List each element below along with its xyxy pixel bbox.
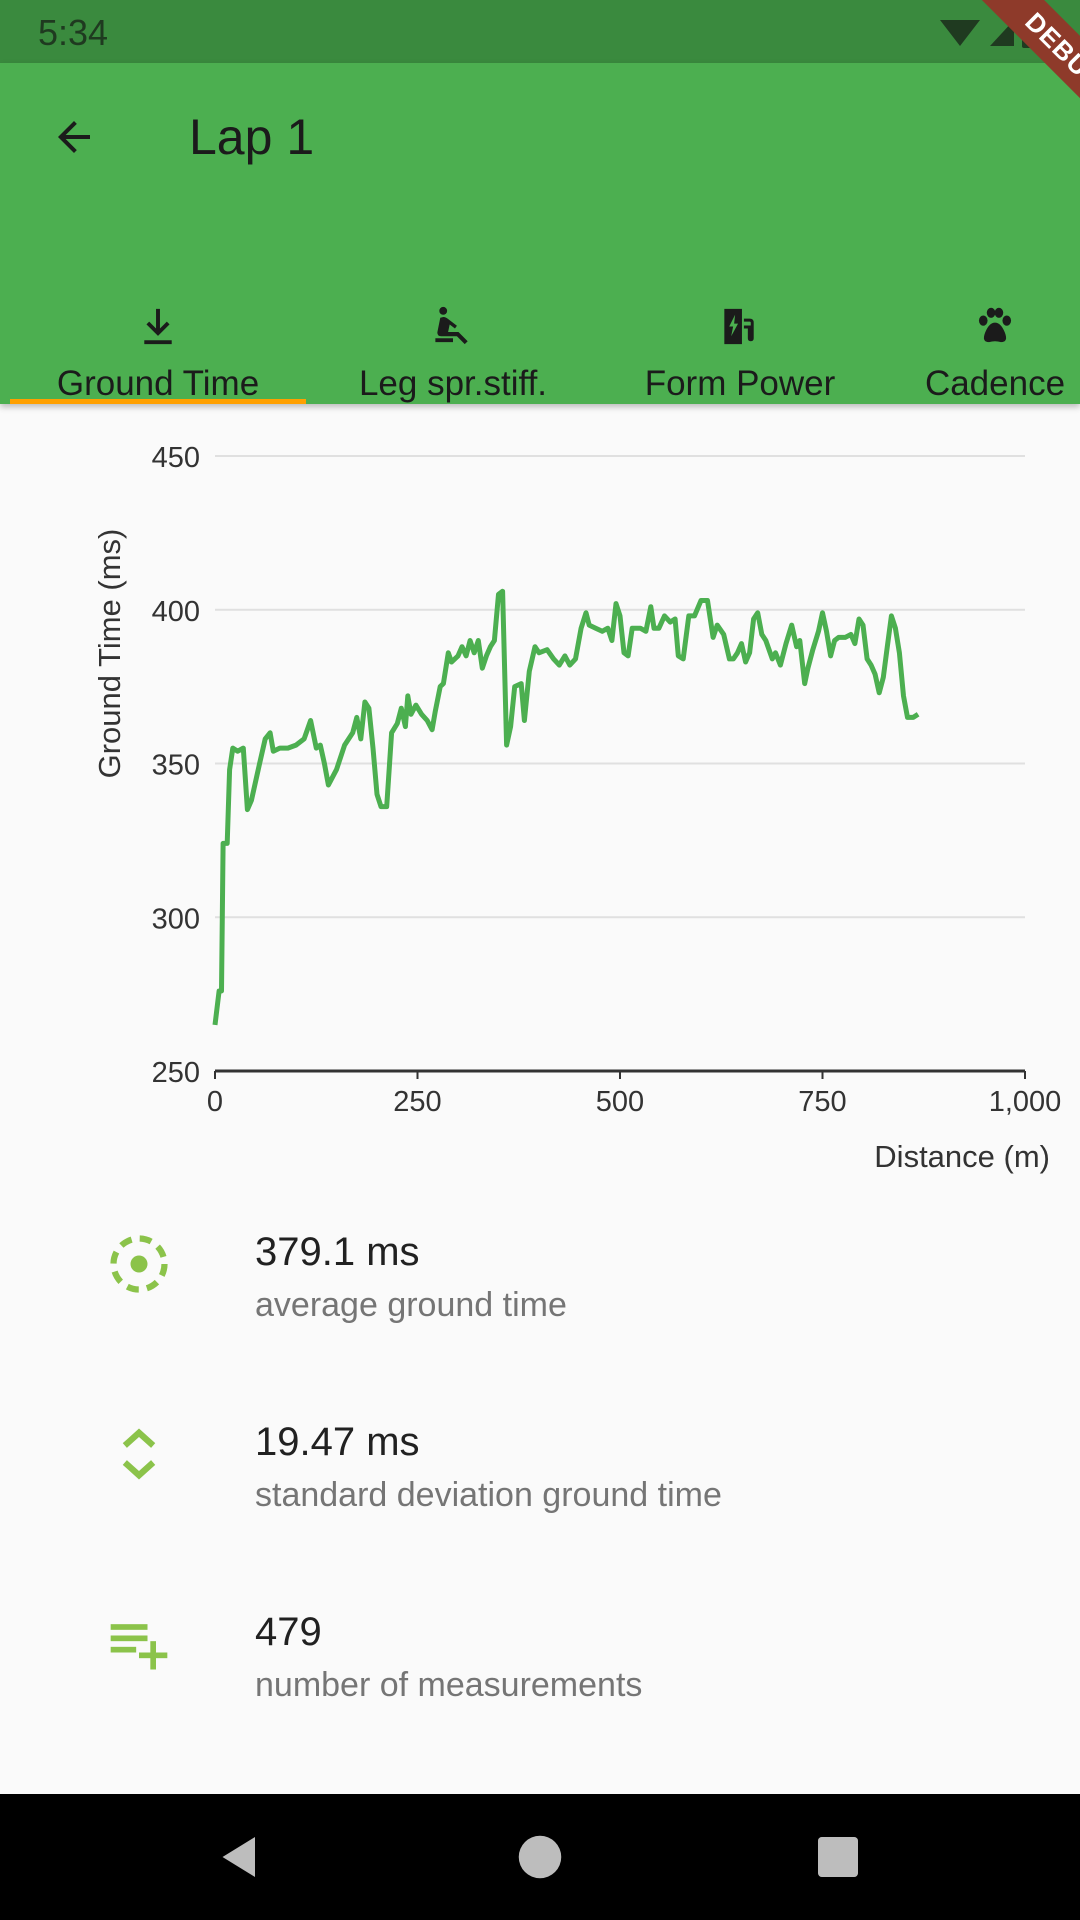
tab-leg-spring-stiffness[interactable]: Leg spr.stiff. — [318, 233, 588, 404]
target-dashed-icon — [110, 1235, 168, 1293]
status-time: 5:34 — [38, 12, 109, 53]
stat-label: average ground time — [255, 1286, 567, 1324]
nav-recents-icon[interactable] — [808, 1827, 868, 1887]
y-tick-label: 400 — [152, 596, 200, 628]
stat-value: 19.47 ms — [255, 1420, 420, 1464]
nav-home-icon[interactable] — [510, 1827, 570, 1887]
x-axis-label: Distance (m) — [874, 1139, 1050, 1174]
download-icon — [144, 308, 172, 345]
stat-value: 479 — [255, 1610, 322, 1654]
page-title: Lap 1 — [189, 109, 315, 165]
tab-label: Form Power — [644, 364, 836, 403]
debug-banner: DEBUG — [930, 0, 1080, 150]
wifi-icon — [940, 20, 980, 46]
stat-value: 379.1 ms — [255, 1230, 420, 1274]
tab-cadence[interactable]: Cadence — [890, 233, 1080, 404]
tab-bar: Ground Time Leg spr.stiff. Form Power — [0, 233, 1080, 404]
navigation-bar — [0, 1794, 1080, 1920]
y-tick-label: 300 — [152, 903, 200, 935]
back-button[interactable] — [40, 103, 108, 171]
y-axis-ticks: 250 300 350 400 450 — [152, 442, 200, 1089]
ev-station-icon — [724, 308, 754, 345]
app-bar: Lap 1 Ground Time Leg spr.stiff. Form Po… — [0, 63, 1080, 404]
x-tick-label: 1,000 — [989, 1086, 1062, 1118]
tab-indicator — [10, 399, 306, 404]
tab-ground-time[interactable]: Ground Time — [10, 233, 306, 404]
y-tick-label: 350 — [152, 750, 200, 782]
stat-label: standard deviation ground time — [255, 1476, 722, 1514]
arrow-back-icon — [58, 121, 90, 153]
x-axis-ticks: 0 250 500 750 1,000 — [207, 1071, 1061, 1118]
stat-average: 379.1 ms average ground time — [0, 1190, 1080, 1340]
stat-label: number of measurements — [255, 1666, 643, 1704]
y-axis-label: Ground Time (ms) — [92, 529, 127, 779]
stat-count: 479 number of measurements — [0, 1570, 1080, 1720]
seat-recline-icon — [435, 306, 468, 345]
tab-label: Leg spr.stiff. — [358, 364, 548, 403]
tab-label: Ground Time — [56, 364, 260, 403]
x-tick-label: 250 — [393, 1086, 441, 1118]
status-bar: 5:34 — [0, 0, 1080, 63]
playlist-add-icon — [110, 1624, 168, 1670]
debug-label: DEBUG — [968, 0, 1080, 149]
x-tick-label: 0 — [207, 1086, 223, 1118]
nav-back-icon[interactable] — [210, 1827, 270, 1887]
y-tick-label: 250 — [152, 1057, 200, 1089]
tab-form-power[interactable]: Form Power — [610, 233, 870, 404]
stat-std-dev: 19.47 ms standard deviation ground time — [0, 1380, 1080, 1530]
x-tick-label: 750 — [798, 1086, 846, 1118]
unfold-more-icon — [122, 1428, 156, 1480]
paw-icon — [978, 307, 1012, 343]
series-line — [212, 588, 920, 1026]
tab-label: Cadence — [924, 364, 1066, 403]
y-tick-label: 450 — [152, 442, 200, 474]
x-tick-label: 500 — [596, 1086, 644, 1118]
